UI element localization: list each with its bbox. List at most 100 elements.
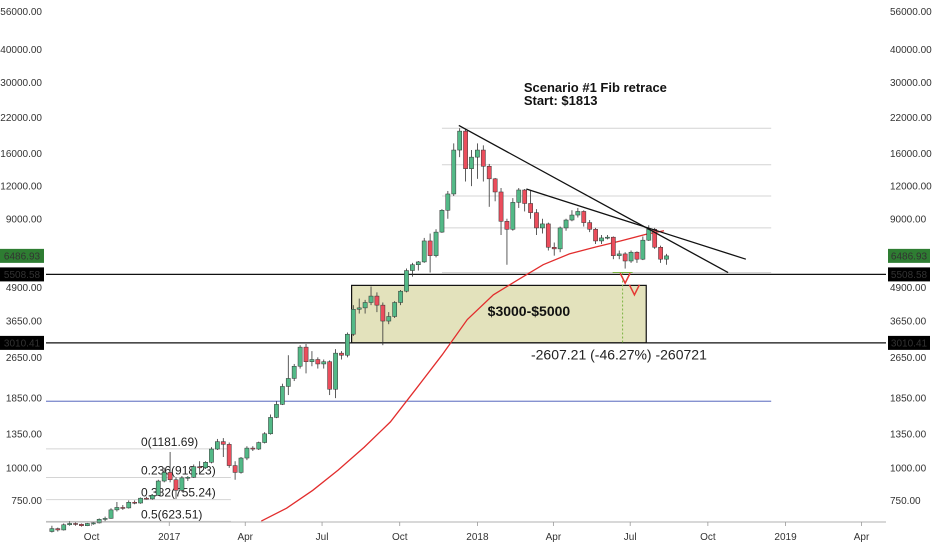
- candle-body: [386, 316, 392, 322]
- candle-body: [138, 497, 143, 504]
- y-tick-label-left: 12000.00: [0, 182, 42, 193]
- candle-body: [652, 229, 658, 248]
- candle: [504, 218, 510, 265]
- candle-body: [445, 193, 451, 211]
- candle-body: [333, 352, 338, 390]
- moving-average-line: [261, 230, 665, 522]
- price-labels: 6486.93 6486.93 5508.58 5508.58 3010.41 3010.…: [0, 248, 930, 350]
- candle: [599, 234, 604, 245]
- candle: [457, 128, 463, 158]
- candle: [167, 451, 173, 483]
- candle-body: [610, 236, 616, 256]
- candle-body: [421, 240, 427, 263]
- y-tick-label-right: 12000.00: [890, 182, 932, 193]
- candle-body: [475, 149, 480, 158]
- candle: [445, 190, 451, 219]
- candle: [309, 351, 315, 367]
- x-tick-label: Apr: [854, 532, 870, 543]
- candle: [575, 207, 581, 218]
- candle: [587, 220, 593, 233]
- candle-body: [534, 212, 539, 229]
- trendline: [458, 124, 729, 274]
- candle-body: [587, 222, 593, 230]
- candle: [120, 505, 126, 510]
- candle: [545, 222, 551, 251]
- candle: [652, 227, 658, 249]
- candle-body: [622, 253, 628, 262]
- candle: [315, 357, 321, 369]
- candle: [268, 414, 273, 435]
- candle-body: [469, 156, 474, 169]
- candle-body: [285, 378, 291, 387]
- x-tick-label: Jul: [624, 532, 637, 543]
- candle-body: [581, 211, 587, 223]
- candle-body: [575, 211, 581, 216]
- candle: [209, 447, 214, 464]
- candle-body: [303, 346, 309, 362]
- candle-body: [96, 519, 102, 524]
- candle-body: [658, 246, 663, 260]
- candle: [534, 209, 539, 235]
- candle: [85, 522, 90, 527]
- candle-body: [90, 522, 96, 525]
- candle-body: [179, 477, 185, 491]
- candle: [374, 292, 380, 313]
- candle-body: [79, 523, 84, 526]
- candle-body: [280, 386, 285, 405]
- measure-tool: -2607.21 (-46.27%) -260721: [531, 272, 707, 362]
- candle-body: [463, 130, 468, 169]
- candle-body: [238, 457, 244, 473]
- candle-body: [439, 210, 445, 233]
- candle-body: [545, 223, 551, 248]
- candle-body: [516, 189, 522, 203]
- candle: [280, 383, 285, 406]
- candle-body: [350, 309, 356, 335]
- candle-body: [120, 507, 126, 509]
- candle: [238, 457, 244, 474]
- candle-body: [274, 404, 279, 418]
- candle: [339, 351, 344, 360]
- candle: [250, 446, 256, 451]
- y-tick-label-left: 4900.00: [6, 283, 43, 294]
- candle-body: [380, 304, 386, 322]
- candle: [557, 226, 563, 253]
- candle-body: [244, 447, 250, 459]
- y-tick-label-left: 22000.00: [0, 113, 42, 124]
- candle: [528, 190, 533, 219]
- chart-annotation: Start: $1813: [524, 93, 598, 108]
- trendline: [526, 188, 747, 260]
- candle: [73, 522, 78, 526]
- candle: [203, 461, 208, 469]
- candle: [179, 476, 185, 492]
- candle: [303, 344, 309, 374]
- target-zone-label: $3000-$5000: [488, 303, 571, 319]
- price-badge-right: [888, 267, 930, 282]
- price-badge-left: [0, 267, 44, 282]
- candle-body: [250, 447, 256, 450]
- trendlines: [458, 124, 747, 274]
- candle-body: [268, 417, 273, 435]
- candle-body: [433, 231, 439, 256]
- candle-body: [291, 365, 297, 379]
- candle: [226, 442, 232, 468]
- candle-body: [392, 302, 398, 317]
- y-tick-label-right: 3650.00: [890, 317, 927, 328]
- candle: [161, 467, 167, 483]
- candle-body: [49, 528, 55, 532]
- candle: [427, 233, 433, 273]
- fib-grid-lines: [441, 127, 772, 274]
- candle-body: [297, 346, 303, 367]
- y-tick-label-right: 9000.00: [890, 214, 927, 225]
- candle: [475, 143, 480, 179]
- candle-body: [599, 237, 604, 242]
- candle-body: [498, 191, 504, 222]
- y-axis: 56000.00 56000.00 40000.00 40000.00 30000.00…: [0, 7, 932, 507]
- candle-body: [215, 441, 220, 450]
- candle: [321, 359, 327, 369]
- candle-body: [504, 221, 510, 230]
- candle: [132, 500, 137, 505]
- candle: [469, 150, 474, 187]
- price-label-right: 5508.58: [891, 270, 928, 281]
